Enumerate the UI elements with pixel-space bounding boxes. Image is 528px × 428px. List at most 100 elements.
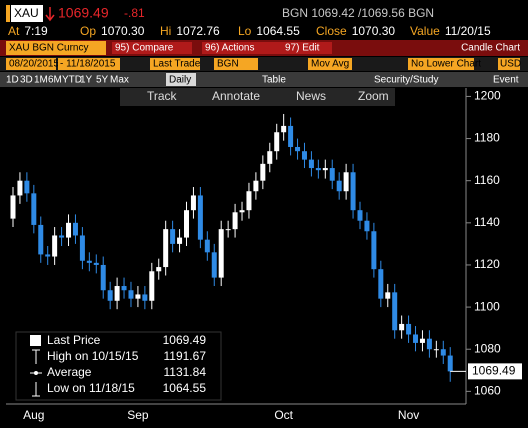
candle-body: [156, 267, 162, 272]
currency-box[interactable]: [498, 58, 520, 70]
candle-body: [301, 151, 307, 160]
ticker-box: [11, 5, 43, 22]
candle-body: [72, 222, 78, 236]
chart-tool[interactable]: Annotate: [212, 89, 260, 103]
candle-body: [38, 224, 44, 255]
start-field[interactable]: [6, 58, 56, 70]
period-button[interactable]: 6M: [48, 75, 62, 86]
candle-body: [218, 229, 224, 278]
candle-body: [315, 168, 321, 171]
menu-item[interactable]: 97) Edit: [285, 43, 320, 54]
candle-body: [114, 286, 120, 301]
candle-body: [128, 290, 134, 299]
frequency[interactable]: Daily: [169, 75, 191, 86]
legend-label: Low on 11/18/15: [47, 381, 135, 395]
lower-box[interactable]: [408, 58, 474, 70]
candle-body: [170, 229, 176, 244]
candle-body: [413, 334, 419, 343]
y-tick-label: 1120: [474, 257, 500, 271]
candle-body: [239, 210, 245, 213]
candle-body: [225, 229, 231, 231]
menu-item[interactable]: 96) Actions: [205, 43, 254, 54]
candle-body: [350, 172, 356, 211]
stat-value: 1064.55: [256, 24, 300, 38]
candle-body: [426, 338, 432, 350]
lower-chart[interactable]: No Lower Chart: [411, 59, 481, 70]
field[interactable]: Last Trade: [153, 59, 201, 70]
candle-body: [343, 172, 349, 192]
legend-value: 1191.67: [164, 349, 207, 363]
last-price-label: 1069.49: [472, 364, 516, 378]
security: XAU BGN Curncy: [9, 43, 88, 54]
field-box[interactable]: [150, 58, 200, 70]
security-study[interactable]: Security/Study: [374, 75, 438, 86]
candle-body: [149, 271, 155, 301]
stat-label: At: [8, 24, 20, 38]
period-button[interactable]: YTD: [62, 75, 82, 86]
stat-value: 11/20/15: [445, 24, 491, 38]
table-button[interactable]: Table: [262, 75, 286, 86]
start-date[interactable]: 08/20/2015: [9, 59, 59, 70]
study[interactable]: Mov Avg: [311, 59, 349, 70]
source[interactable]: BGN: [217, 59, 239, 70]
event[interactable]: Event: [493, 75, 519, 86]
period-button[interactable]: 5Y: [96, 75, 109, 86]
chart-tool[interactable]: Zoom: [358, 89, 389, 103]
period-button[interactable]: 1D: [6, 75, 19, 86]
candle-body: [17, 180, 23, 196]
candle-body: [288, 125, 294, 147]
candle-body: [364, 220, 370, 232]
frequency-box[interactable]: [166, 73, 196, 86]
legend-label: Last Price: [47, 333, 101, 347]
last-price: 1069.49: [58, 5, 109, 21]
candle-body: [267, 151, 273, 164]
candle-body: [322, 168, 328, 171]
period-button[interactable]: 1Y: [80, 75, 93, 86]
candle-body: [447, 355, 453, 372]
candle-body: [24, 180, 30, 194]
candle-body: [204, 239, 210, 253]
y-tick-label: 1100: [474, 299, 500, 313]
end-field[interactable]: [58, 58, 120, 70]
legend-box: [15, 331, 222, 401]
chart-tool[interactable]: News: [296, 89, 326, 103]
candle-body: [246, 191, 252, 211]
source-box[interactable]: [214, 58, 258, 70]
candle-body: [329, 168, 335, 181]
currency[interactable]: USD: [500, 59, 521, 70]
stat-label: Value: [410, 24, 440, 38]
candle-body: [86, 260, 92, 263]
candle-body: [260, 163, 266, 181]
menu-button[interactable]: [202, 42, 282, 54]
chart-kind: Candle Chart: [461, 43, 520, 54]
period-button[interactable]: 3D: [20, 75, 33, 86]
candle-body: [440, 349, 446, 356]
period-bar: [0, 72, 528, 87]
candle-body: [190, 195, 196, 211]
end-date[interactable]: - 11/18/2015: [60, 59, 116, 70]
period-button[interactable]: 1M: [34, 75, 48, 86]
menu-item[interactable]: 95) Compare: [115, 43, 174, 54]
y-tick-label: 1060: [474, 384, 501, 398]
candle-body: [100, 264, 106, 291]
y-tick-label: 1200: [474, 89, 501, 103]
y-tick-label: 1160: [474, 173, 500, 187]
y-tick-label: 1140: [474, 215, 500, 229]
candle-body: [232, 212, 238, 230]
legend-label: Average: [47, 365, 92, 379]
menu-button[interactable]: [282, 42, 332, 54]
candle-body: [163, 229, 169, 268]
candle-body: [45, 254, 51, 257]
candle-body: [197, 195, 203, 240]
study-box[interactable]: [308, 58, 352, 70]
chart-tool[interactable]: Track: [147, 89, 178, 103]
menu-button[interactable]: [112, 42, 192, 54]
candle-body: [135, 294, 141, 299]
candle-body: [419, 338, 425, 343]
candle-body: [308, 159, 314, 169]
change: -.81: [124, 6, 145, 20]
period-button[interactable]: Max: [110, 75, 129, 86]
candle-body: [177, 237, 183, 244]
x-tick-label: Nov: [398, 408, 419, 422]
